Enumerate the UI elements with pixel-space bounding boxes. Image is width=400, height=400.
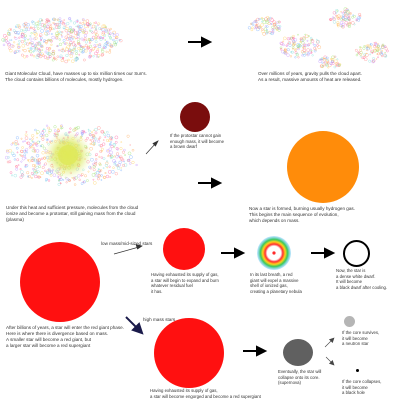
brown-dwarf <box>180 102 210 132</box>
arrow-to-expand <box>113 244 143 255</box>
main-sequence-star <box>287 131 359 203</box>
arrow-to-main-sequence <box>198 177 223 189</box>
collapsing-core <box>283 339 313 366</box>
arrow-to-supernova <box>243 345 268 357</box>
arrow-to-brown-dwarf <box>145 140 159 155</box>
arrow-to-nebula <box>221 247 246 259</box>
arrow-to-supergiant <box>125 316 144 335</box>
arrow-cloud-to-collapse <box>188 36 213 48</box>
supernova-caption: Eventually, the star will collapse onto … <box>278 369 322 386</box>
arrow-to-black-hole <box>325 356 335 366</box>
expanding-red-giant <box>163 228 205 270</box>
cloud-caption: Giant Molecular Cloud, have masses up to… <box>5 71 147 82</box>
nebula-caption: In its last breath, a red giant will exp… <box>250 272 302 294</box>
expand-caption: Having exhausted its supply of gas, a st… <box>151 272 219 294</box>
protostar-core <box>58 145 78 165</box>
white-dwarf-caption: Now, the star is a dense white dwarf. It… <box>336 268 388 290</box>
neutron-star-caption: If the core survives, it will become a n… <box>342 330 380 347</box>
brown-dwarf-caption: If the protostar cannot gain enough mass… <box>170 133 224 150</box>
arrow-to-neutron-star <box>324 337 335 348</box>
collapse-caption: Over millions of years, gravity pulls th… <box>258 71 362 82</box>
nebula-core <box>272 251 276 255</box>
red-supergiant <box>154 318 224 388</box>
cloud-dots-fragmented <box>247 7 389 69</box>
supergiant-caption: Having exhausted its supply of gas, a st… <box>150 388 261 399</box>
protostar-caption: Under this heat and sufficient pressure,… <box>6 205 139 222</box>
cloud-dots-large <box>1 17 123 64</box>
white-dwarf <box>343 240 370 267</box>
black-hole-caption: If the core collapses, it will become a … <box>342 379 382 396</box>
black-hole <box>356 369 359 372</box>
red-giant <box>20 242 100 322</box>
neutron-star <box>344 316 355 327</box>
arrow-to-white-dwarf <box>311 247 336 259</box>
high-mass-label: high mass stars <box>143 317 176 322</box>
low-mass-label: low mass/mid-sized stars <box>101 241 153 246</box>
main-sequence-caption: Now a star is formed, burning usually hy… <box>249 206 355 223</box>
red-giant-caption: After billions of years, a star will ent… <box>6 325 124 348</box>
